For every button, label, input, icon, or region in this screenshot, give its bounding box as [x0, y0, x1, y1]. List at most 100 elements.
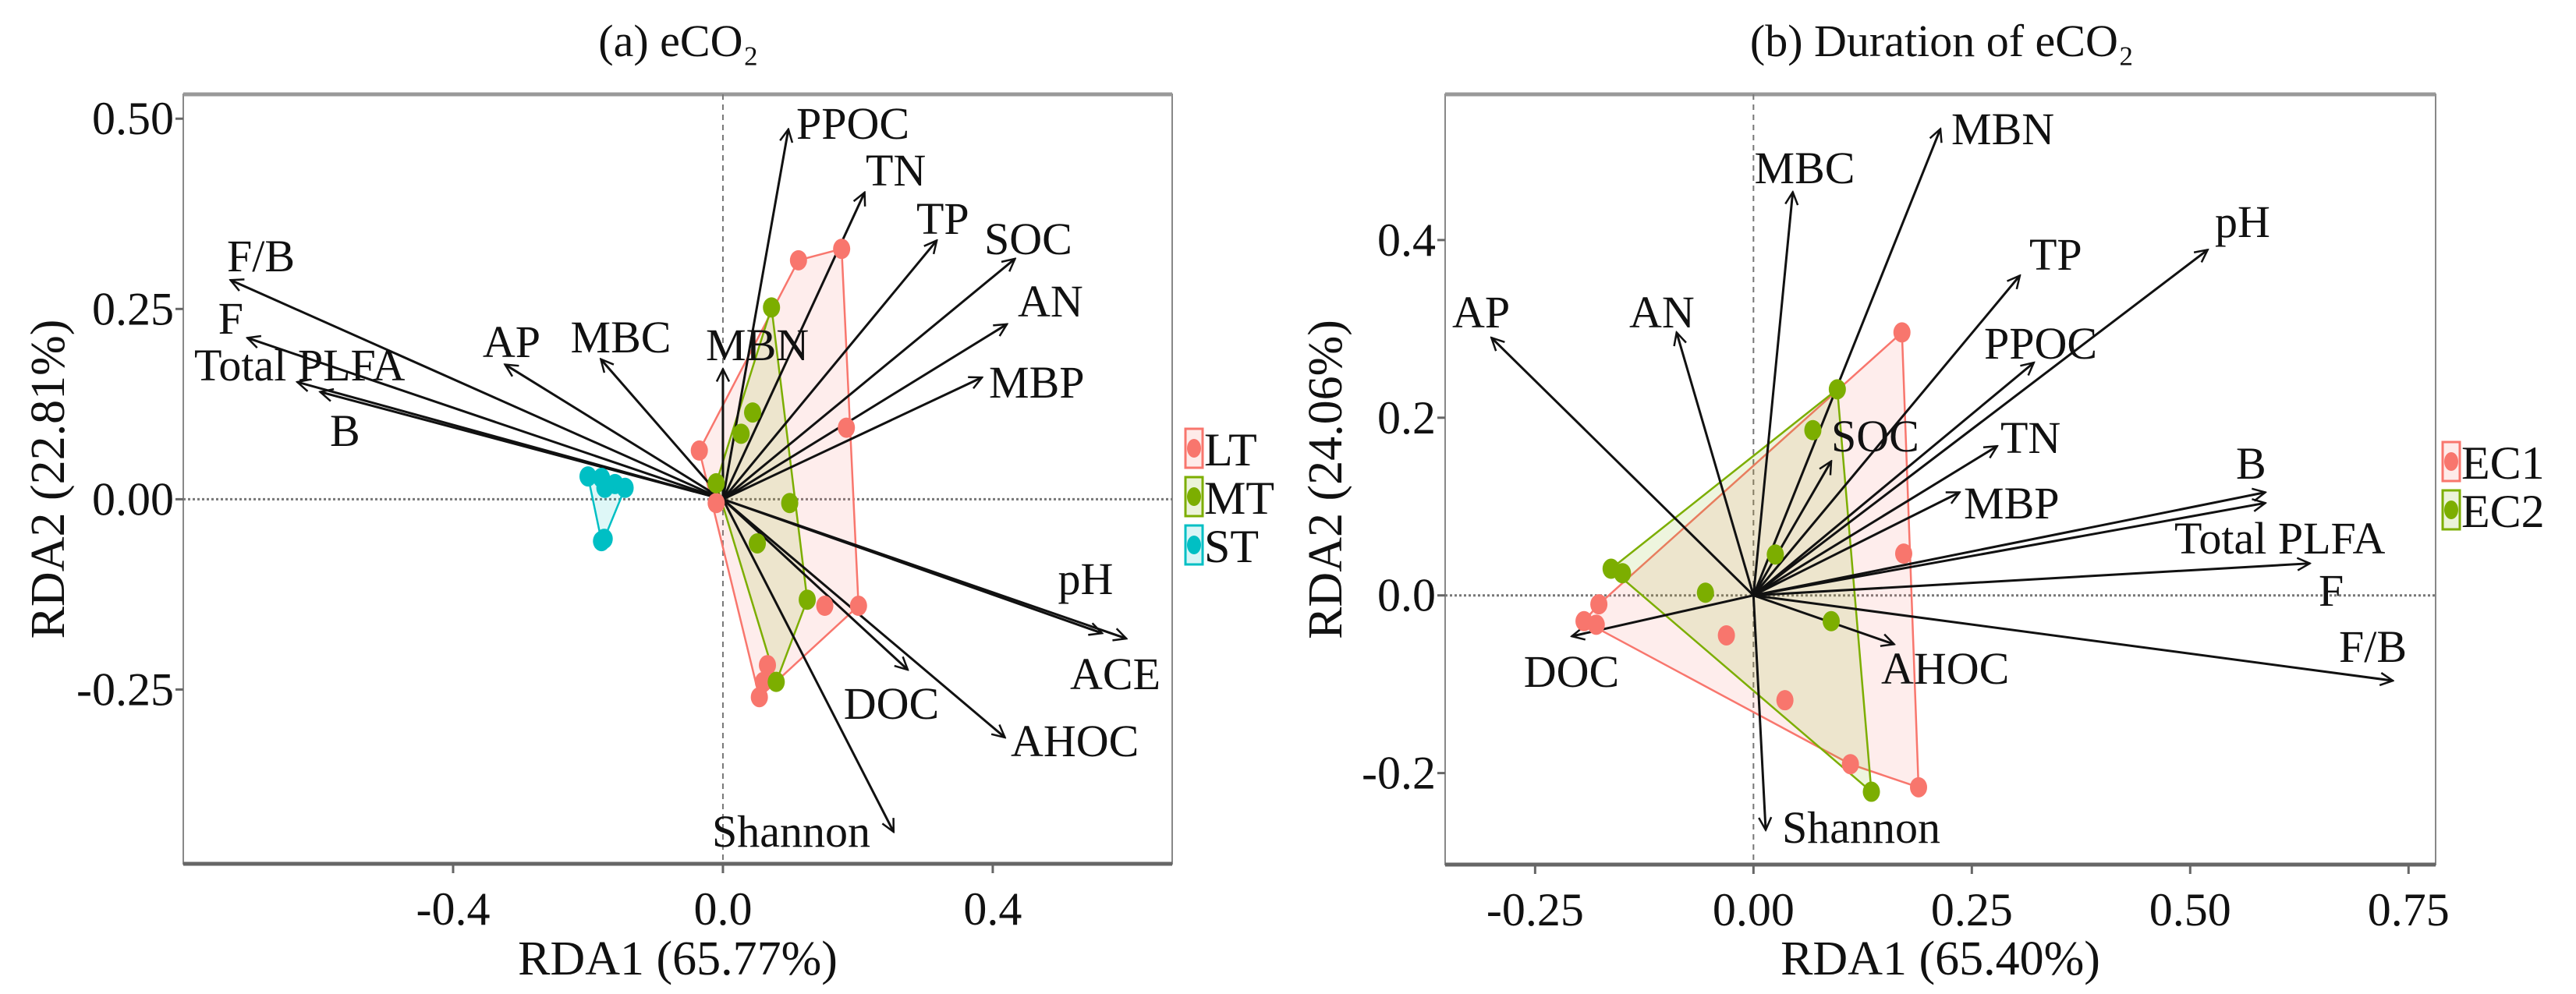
arrow-ph	[1752, 249, 2207, 596]
arrow-ace	[722, 497, 1126, 638]
point-MT	[707, 472, 725, 493]
arrow-f-b	[1753, 594, 2393, 681]
point-ST	[595, 529, 613, 550]
arrow-ppoc	[1752, 363, 2033, 596]
y-tick-label: 0.2	[1377, 392, 1436, 444]
arrow-tn	[1752, 446, 1997, 596]
x-tick-label: -0.25	[1486, 884, 1584, 936]
panel-a: (a) eCO₂ -0.4 0.0 0.4 -0.25 0.00 0.25 0.50 RDA1 …	[22, 16, 1274, 985]
legend-dot-EC2	[2444, 501, 2458, 519]
x-tick-label: 0.75	[2368, 884, 2450, 936]
x-tick-label: 0.50	[2149, 884, 2231, 936]
arrow-label: MBN	[1951, 104, 2054, 154]
arrow-f	[1753, 564, 2309, 597]
point-MT	[744, 402, 762, 423]
arrow-ap	[505, 365, 724, 501]
arrow-label: pH	[2215, 196, 2270, 247]
point-MT	[799, 589, 817, 610]
legend-label: ST	[1204, 521, 1259, 572]
point-MT	[781, 493, 799, 514]
arrow-shannon	[721, 498, 895, 832]
arrow-label: TP	[2029, 229, 2082, 280]
y-axis-label: RDA2 (22.81%)	[22, 320, 75, 639]
arrow-label: PPOC	[796, 98, 909, 149]
point-LT	[816, 596, 834, 617]
arrow-label: AHOC	[1881, 643, 2009, 694]
y-tick-label: 0.0	[1377, 570, 1436, 621]
point-MT	[749, 532, 767, 554]
x-tick-label: -0.4	[416, 883, 490, 935]
y-tick-label: 0.50	[92, 93, 174, 144]
arrow-label: MBC	[1755, 143, 1855, 193]
point-LT	[707, 493, 725, 514]
point-EC2	[1828, 379, 1846, 400]
arrow-label: F/B	[2339, 621, 2407, 672]
x-tick-label: 0.00	[1713, 884, 1795, 936]
arrow-label: MBN	[706, 320, 809, 370]
arrow-f	[247, 338, 724, 501]
arrow-label: AHOC	[1011, 716, 1139, 766]
arrow-soc	[1752, 462, 1831, 596]
point-MT	[767, 671, 785, 692]
arrow-tp	[1752, 275, 2020, 596]
arrow-b	[321, 392, 724, 501]
point-LT	[759, 655, 777, 676]
point-EC1	[1894, 543, 1912, 564]
arrow-ahoc	[721, 498, 1005, 738]
y-tick-label: -0.25	[76, 663, 174, 715]
point-MT	[732, 423, 750, 444]
x-tick-label: 0.0	[693, 883, 752, 935]
arrow-label: AN	[1629, 287, 1695, 338]
arrow-f-b	[231, 280, 724, 501]
arrow-label: pH	[1058, 554, 1114, 604]
panel-b: (b) Duration of eCO₂ -0.25 0.00 0.25 0.50 0.7…	[1299, 16, 2545, 985]
point-EC1	[1717, 624, 1735, 646]
legend-dot-MT	[1187, 487, 1201, 506]
chart-title: (b) Duration of eCO₂	[1750, 16, 2134, 66]
point-EC1	[1841, 754, 1859, 775]
x-axis-label: RDA1 (65.40%)	[1781, 932, 2100, 985]
point-LT	[754, 671, 772, 692]
arrow-label: MBP	[1964, 478, 2060, 529]
arrow-mbc	[1752, 192, 1792, 596]
arrow-label: AN	[1018, 276, 1083, 327]
arrow-label: Shannon	[1782, 802, 1940, 853]
arrow-label: SOC	[984, 214, 1072, 264]
x-tick-label: 0.4	[963, 883, 1022, 935]
y-tick-label: 0.00	[92, 473, 174, 525]
point-LT	[833, 239, 851, 260]
point-EC1	[1776, 690, 1794, 711]
point-LT	[690, 440, 708, 461]
arrow-label: SOC	[1831, 411, 1919, 462]
arrow-label: Shannon	[712, 806, 870, 857]
point-MT	[763, 297, 781, 318]
arrow-label: MBC	[571, 312, 671, 363]
arrow-label: DOC	[844, 678, 939, 729]
arrow-doc	[721, 498, 908, 670]
point-ST	[616, 477, 634, 498]
point-EC2	[1766, 544, 1784, 565]
legend-label: MT	[1204, 472, 1274, 524]
legend-dot-ST	[1187, 536, 1201, 554]
legend-label: EC1	[2461, 437, 2545, 489]
x-axis-label: RDA1 (65.77%)	[518, 932, 838, 985]
point-LT	[838, 417, 856, 438]
point-ST	[579, 466, 597, 487]
arrow-tp	[721, 240, 937, 501]
arrow-shannon	[1752, 595, 1766, 830]
arrow-label: TP	[916, 193, 969, 244]
arrow-label: AP	[1452, 287, 1510, 338]
point-EC1	[1590, 594, 1608, 615]
arrow-label: AP	[483, 317, 540, 367]
point-EC2	[1823, 610, 1841, 631]
arrow-mbc	[601, 359, 725, 501]
arrow-label: Total PLFA	[2174, 513, 2385, 564]
point-EC1	[1910, 776, 1928, 798]
x-tick-label: 0.25	[1931, 884, 2013, 936]
legend-label: LT	[1204, 424, 1257, 476]
arrow-label: PPOC	[1984, 318, 2097, 369]
point-EC1	[1587, 614, 1605, 635]
arrow-mbn	[1752, 129, 1940, 596]
